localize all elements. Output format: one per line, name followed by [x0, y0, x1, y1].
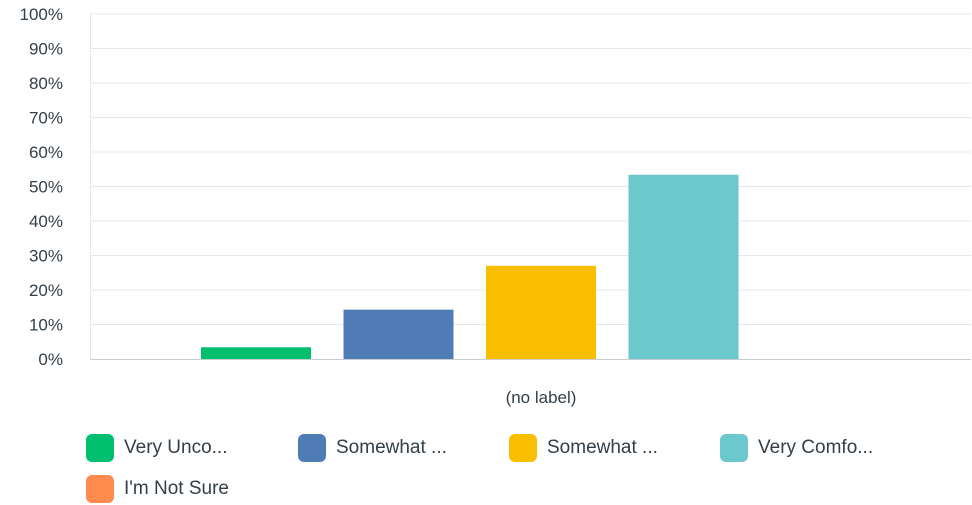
legend-item[interactable]: Somewhat ... [509, 433, 658, 463]
bars [201, 174, 739, 359]
y-tick-label: 80% [29, 74, 63, 93]
y-axis-tick-labels: 0% 10% 20% 30% 40% 50% 60% 70% 80% 90% 100% [20, 5, 63, 369]
y-tick-label: 90% [29, 40, 63, 59]
legend-swatch [86, 434, 114, 462]
x-category-label: (no label) [506, 388, 577, 407]
legend-item[interactable]: Very Comfo... [720, 433, 873, 463]
y-tick-label: 30% [29, 247, 63, 266]
y-tick-label: 20% [29, 281, 63, 300]
bar[interactable] [628, 174, 739, 359]
bar[interactable] [486, 265, 596, 359]
bar[interactable] [201, 347, 311, 359]
legend-label: Very Unco... [124, 437, 228, 458]
y-tick-label: 50% [29, 178, 63, 197]
legend-item[interactable]: Somewhat ... [298, 433, 447, 463]
legend-item[interactable]: I'm Not Sure [86, 474, 229, 504]
legend-label: Somewhat ... [336, 437, 447, 458]
y-tick-label: 0% [38, 350, 63, 369]
legend-swatch [86, 475, 114, 503]
legend-swatch [720, 434, 748, 462]
y-tick-label: 10% [29, 316, 63, 335]
legend-swatch [298, 434, 326, 462]
legend-swatch [509, 434, 537, 462]
y-tick-label: 100% [20, 5, 63, 24]
legend-item[interactable]: Very Unco... [86, 433, 228, 463]
legend-label: Somewhat ... [547, 437, 658, 458]
gridlines [90, 13, 971, 325]
bar[interactable] [343, 309, 454, 359]
y-tick-label: 70% [29, 109, 63, 128]
legend-label: Very Comfo... [758, 437, 874, 458]
bar-chart: 0% 10% 20% 30% 40% 50% 60% 70% 80% 90% 100% (no la… [20, 5, 971, 407]
y-tick-label: 40% [29, 212, 63, 231]
y-tick-label: 60% [29, 143, 63, 162]
legend-label: I'm Not Sure [124, 478, 229, 499]
